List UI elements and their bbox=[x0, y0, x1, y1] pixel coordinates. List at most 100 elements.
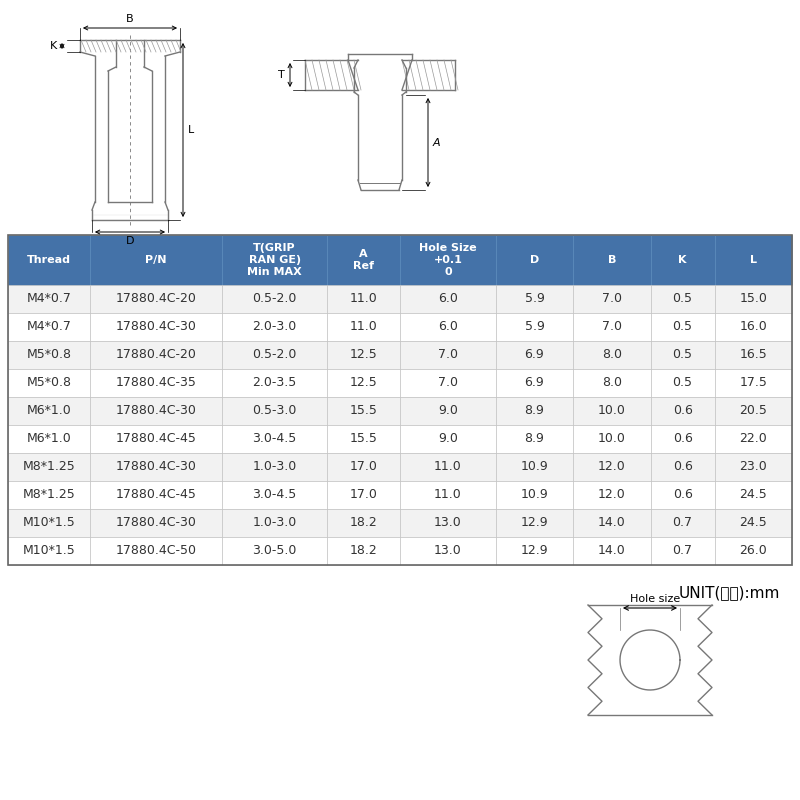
Text: 3.0-4.5: 3.0-4.5 bbox=[253, 433, 297, 446]
Text: 0.5: 0.5 bbox=[673, 293, 693, 306]
Bar bbox=[714, 537, 792, 565]
Text: 0.7: 0.7 bbox=[673, 517, 693, 530]
Bar bbox=[222, 235, 327, 285]
Text: 0.5: 0.5 bbox=[673, 321, 693, 334]
Text: B: B bbox=[126, 14, 134, 24]
Text: K: K bbox=[50, 41, 57, 51]
Bar bbox=[400, 481, 496, 509]
Bar bbox=[574, 425, 650, 453]
Text: 12.0: 12.0 bbox=[598, 489, 626, 502]
Text: 11.0: 11.0 bbox=[350, 293, 378, 306]
Bar bbox=[400, 537, 496, 565]
Text: 17880.4C-30: 17880.4C-30 bbox=[116, 517, 197, 530]
Text: 18.2: 18.2 bbox=[350, 545, 378, 558]
Bar bbox=[714, 509, 792, 537]
Text: 7.0: 7.0 bbox=[602, 293, 622, 306]
Text: 8.0: 8.0 bbox=[602, 349, 622, 362]
Text: 12.5: 12.5 bbox=[350, 377, 378, 390]
Text: 0.7: 0.7 bbox=[673, 545, 693, 558]
Text: 13.0: 13.0 bbox=[434, 517, 462, 530]
Text: 3.0-5.0: 3.0-5.0 bbox=[253, 545, 297, 558]
Bar bbox=[400, 509, 496, 537]
Bar bbox=[714, 341, 792, 369]
Text: Hole Size
+0.1
0: Hole Size +0.1 0 bbox=[419, 242, 477, 278]
Bar bbox=[574, 537, 650, 565]
Bar bbox=[222, 481, 327, 509]
Bar bbox=[327, 313, 400, 341]
Text: 26.0: 26.0 bbox=[739, 545, 767, 558]
Bar bbox=[496, 453, 574, 481]
Bar bbox=[327, 509, 400, 537]
Text: L: L bbox=[750, 255, 757, 265]
Bar bbox=[650, 425, 714, 453]
Bar bbox=[650, 397, 714, 425]
Bar bbox=[8, 235, 792, 565]
Bar bbox=[400, 397, 496, 425]
Bar bbox=[222, 369, 327, 397]
Text: 24.5: 24.5 bbox=[739, 489, 767, 502]
Text: 5.9: 5.9 bbox=[525, 321, 545, 334]
Bar bbox=[714, 313, 792, 341]
Text: 17.5: 17.5 bbox=[739, 377, 767, 390]
Text: 15.5: 15.5 bbox=[350, 433, 378, 446]
Bar bbox=[496, 481, 574, 509]
Text: 17880.4C-45: 17880.4C-45 bbox=[116, 433, 197, 446]
Text: 10.9: 10.9 bbox=[521, 489, 548, 502]
Text: 17.0: 17.0 bbox=[350, 489, 378, 502]
Text: 9.0: 9.0 bbox=[438, 433, 458, 446]
Text: 0.6: 0.6 bbox=[673, 433, 693, 446]
Bar bbox=[650, 313, 714, 341]
Text: 3.0-4.5: 3.0-4.5 bbox=[253, 489, 297, 502]
Text: 0.6: 0.6 bbox=[673, 489, 693, 502]
Bar bbox=[400, 369, 496, 397]
Text: 6.9: 6.9 bbox=[525, 377, 544, 390]
Text: B: B bbox=[608, 255, 616, 265]
Bar bbox=[8, 285, 90, 313]
Bar bbox=[90, 453, 222, 481]
Bar bbox=[90, 369, 222, 397]
Bar bbox=[496, 509, 574, 537]
Text: 17880.4C-30: 17880.4C-30 bbox=[116, 321, 197, 334]
Bar bbox=[8, 453, 90, 481]
Text: M6*1.0: M6*1.0 bbox=[26, 433, 71, 446]
Bar bbox=[327, 369, 400, 397]
Bar bbox=[90, 235, 222, 285]
Text: A
Ref: A Ref bbox=[353, 249, 374, 271]
Bar bbox=[90, 481, 222, 509]
Bar bbox=[327, 235, 400, 285]
Text: 12.5: 12.5 bbox=[350, 349, 378, 362]
Text: 17880.4C-30: 17880.4C-30 bbox=[116, 405, 197, 418]
Text: 12.0: 12.0 bbox=[598, 461, 626, 474]
Bar bbox=[8, 369, 90, 397]
Text: 9.0: 9.0 bbox=[438, 405, 458, 418]
Text: T(GRIP
RAN GE)
Min MAX: T(GRIP RAN GE) Min MAX bbox=[247, 242, 302, 278]
Bar bbox=[496, 397, 574, 425]
Bar bbox=[222, 341, 327, 369]
Text: 22.0: 22.0 bbox=[739, 433, 767, 446]
Text: 23.0: 23.0 bbox=[739, 461, 767, 474]
Bar bbox=[574, 453, 650, 481]
Bar bbox=[714, 397, 792, 425]
Text: M8*1.25: M8*1.25 bbox=[22, 461, 75, 474]
Text: 1.0-3.0: 1.0-3.0 bbox=[253, 461, 297, 474]
Bar bbox=[400, 453, 496, 481]
Bar bbox=[574, 369, 650, 397]
Text: 17880.4C-45: 17880.4C-45 bbox=[116, 489, 197, 502]
Text: 2.0-3.0: 2.0-3.0 bbox=[253, 321, 297, 334]
Text: 17.0: 17.0 bbox=[350, 461, 378, 474]
Text: 11.0: 11.0 bbox=[434, 461, 462, 474]
Text: 8.9: 8.9 bbox=[525, 433, 545, 446]
Text: 15.0: 15.0 bbox=[739, 293, 767, 306]
Text: 2.0-3.5: 2.0-3.5 bbox=[253, 377, 297, 390]
Text: 8.9: 8.9 bbox=[525, 405, 545, 418]
Text: 11.0: 11.0 bbox=[434, 489, 462, 502]
Text: M8*1.25: M8*1.25 bbox=[22, 489, 75, 502]
Text: 0.6: 0.6 bbox=[673, 461, 693, 474]
Bar bbox=[8, 537, 90, 565]
Bar bbox=[400, 285, 496, 313]
Text: 12.9: 12.9 bbox=[521, 545, 548, 558]
Bar bbox=[90, 509, 222, 537]
Text: M6*1.0: M6*1.0 bbox=[26, 405, 71, 418]
Text: 0.5-2.0: 0.5-2.0 bbox=[253, 293, 297, 306]
Text: 15.5: 15.5 bbox=[350, 405, 378, 418]
